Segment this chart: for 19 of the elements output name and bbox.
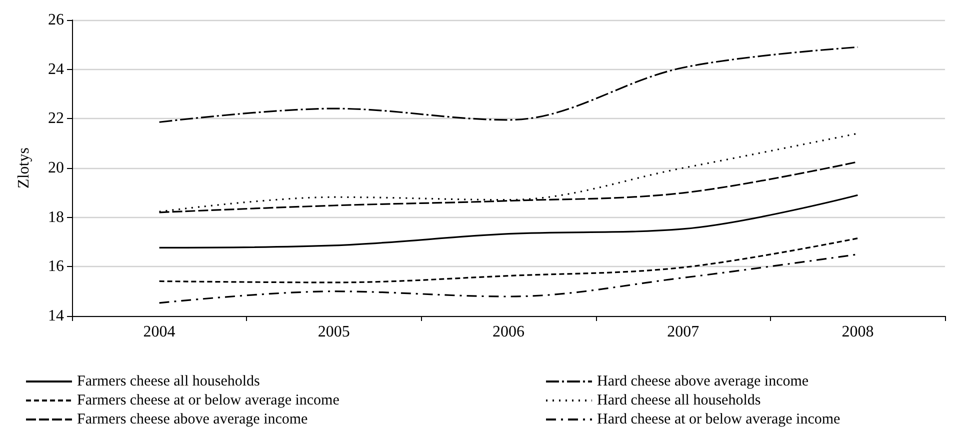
legend-label: Hard cheese at or below average income [597, 412, 841, 428]
legend-label: Hard cheese above average income [597, 374, 809, 390]
x-tick-label: 2008 [842, 324, 874, 340]
x-tick-label: 2004 [143, 324, 176, 340]
y-tick-label: 18 [48, 208, 64, 226]
legend-label: Farmers cheese above average income [77, 412, 308, 428]
x-tick-label: 2005 [318, 324, 350, 340]
y-tick-label: 16 [48, 258, 64, 276]
x-tick-label: 2006 [492, 324, 524, 340]
legend-label: Hard cheese all households [597, 392, 761, 408]
y-axis-title: Zlotys [16, 148, 32, 188]
y-tick-label: 22 [48, 110, 64, 128]
y-tick-label: 14 [48, 308, 64, 324]
y-tick-label: 26 [48, 12, 64, 28]
x-tick-label: 2007 [667, 324, 700, 340]
legend-label: Farmers cheese all households [77, 374, 260, 390]
y-tick-label: 20 [48, 160, 64, 176]
legend-label: Farmers cheese at or below average income [77, 392, 340, 408]
y-tick-label: 24 [48, 60, 64, 78]
